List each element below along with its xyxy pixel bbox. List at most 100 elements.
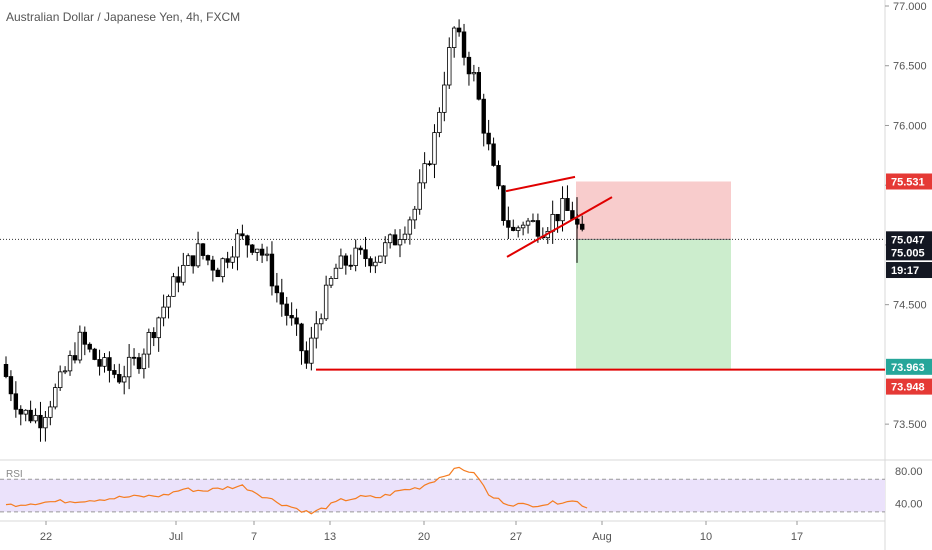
candle (33, 414, 38, 422)
candle (565, 198, 570, 211)
candle (486, 132, 491, 145)
price-badge (886, 244, 932, 261)
candle (383, 242, 388, 257)
candle (417, 182, 422, 210)
candle (338, 255, 344, 269)
candle (501, 185, 506, 221)
candle (451, 27, 457, 48)
candle (550, 213, 555, 232)
candle (387, 234, 393, 244)
wedge-lower-line[interactable] (506, 196, 613, 258)
take-profit-zone (576, 239, 731, 369)
candle (151, 332, 156, 339)
candle (427, 163, 432, 166)
candle (471, 72, 477, 75)
candle (235, 233, 240, 258)
candle (141, 353, 147, 370)
candle (190, 255, 196, 267)
price-badge-label: 75.047 (891, 234, 925, 246)
candle (254, 248, 260, 253)
candle (205, 255, 211, 261)
rsi-tick-label: 80.00 (895, 466, 923, 478)
candle (476, 72, 481, 100)
candle (67, 355, 73, 372)
price-badge (886, 173, 932, 190)
candle (368, 258, 373, 267)
candle (407, 219, 413, 235)
price-badge-label: 75.005 (891, 247, 925, 259)
candle (491, 143, 496, 166)
candle (48, 406, 53, 418)
candle (43, 416, 48, 429)
candle (496, 165, 501, 187)
candle (535, 220, 541, 237)
candle (432, 132, 437, 165)
y-tick-label: 73.500 (893, 419, 927, 431)
candle (112, 370, 117, 375)
candle (560, 198, 565, 222)
candle (555, 213, 560, 222)
candle (402, 233, 408, 240)
candle (348, 264, 353, 267)
candle (225, 258, 230, 263)
candle (363, 249, 368, 260)
candle (230, 256, 235, 263)
candle (437, 111, 442, 133)
candle (102, 357, 107, 367)
candle (378, 255, 383, 263)
candle (215, 269, 220, 278)
candle (461, 31, 467, 58)
candle (82, 331, 87, 345)
y-tick-label: 77.000 (893, 1, 927, 13)
candle (53, 387, 58, 408)
candle (18, 408, 23, 415)
candle (23, 409, 28, 415)
candle (525, 220, 531, 226)
candle (580, 223, 585, 230)
candle (392, 234, 398, 246)
candle (195, 243, 201, 267)
y-tick-label: 76.000 (893, 120, 927, 132)
candle (210, 259, 216, 271)
candle (274, 285, 280, 294)
candle (481, 98, 486, 134)
candle (38, 414, 43, 429)
candle (309, 337, 314, 364)
candle (117, 374, 122, 383)
candle (373, 261, 378, 267)
candle (466, 56, 472, 75)
candle (87, 343, 92, 350)
candle (200, 243, 206, 256)
candle (304, 350, 309, 364)
x-tick-label: 17 (791, 531, 803, 543)
rsi-tick-label: 40.00 (895, 499, 923, 511)
y-tick-label: 76.500 (893, 61, 927, 73)
candle (57, 371, 63, 388)
candle (107, 357, 112, 371)
candle (146, 332, 152, 355)
candle (520, 224, 526, 229)
candle (171, 276, 176, 297)
candle (122, 376, 127, 383)
price-badge-label: 19:17 (891, 265, 919, 277)
candle (442, 84, 447, 113)
candle (299, 323, 304, 352)
y-tick-label: 74.500 (893, 300, 927, 312)
candle (97, 359, 102, 367)
price-badge (886, 231, 932, 248)
price-badge-label: 73.963 (891, 362, 925, 374)
candle (318, 318, 324, 325)
stop-loss-zone (576, 181, 731, 240)
candle (264, 253, 270, 256)
candle (259, 248, 265, 256)
candle (279, 292, 284, 305)
x-tick-label: 10 (700, 531, 712, 543)
candle (358, 247, 363, 251)
candle (8, 376, 14, 395)
wedge-upper-line[interactable] (505, 175, 576, 193)
price-badge (886, 378, 932, 395)
candle (294, 317, 299, 325)
candle (422, 163, 427, 184)
candle (530, 220, 536, 222)
